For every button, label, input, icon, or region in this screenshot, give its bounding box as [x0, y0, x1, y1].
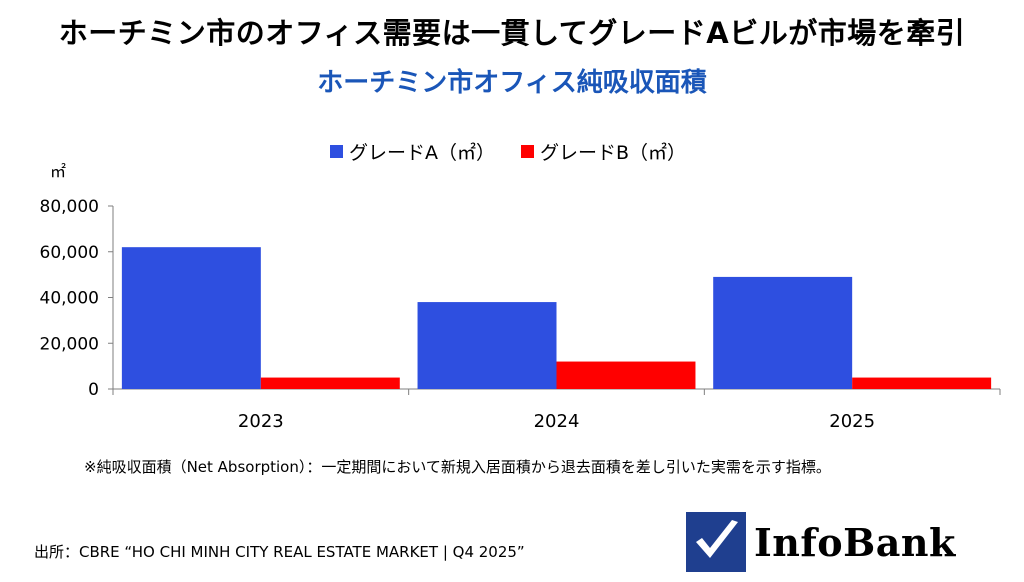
infobank-logo: InfoBank [686, 510, 986, 574]
bar-grade-a-2023 [121, 247, 261, 389]
bar-grade-a-2024 [417, 302, 557, 389]
legend: グレードA（㎡） グレードB（㎡） [330, 138, 712, 164]
y-tick-label: 20,000 [40, 334, 99, 354]
bar-grade-b-2023 [260, 377, 400, 389]
headline: ホーチミン市のオフィス需要は一貫してグレードAビルが市場を牽引 [58, 16, 966, 50]
footnote: ※純吸収面積（Net Absorption）：一定期間において新規入居面積から退… [84, 458, 831, 476]
legend-swatch-grade-b [521, 144, 534, 158]
y-tick-label: 0 [88, 380, 99, 400]
y-tick-label: 80,000 [40, 197, 99, 217]
bar-chart: 0 20,000 40,000 60,000 80,000 2023 2024 2025 [40, 197, 1001, 432]
legend-swatch-grade-a [330, 144, 343, 158]
legend-label-grade-a: グレードA（㎡） [349, 141, 495, 164]
x-tick-label: 2024 [534, 411, 580, 432]
legend-item-grade-a: グレードA（㎡） [330, 138, 495, 165]
legend-label-grade-b: グレードB（㎡） [540, 141, 687, 164]
y-axis-unit: ㎡ [50, 162, 67, 181]
bar-grade-b-2025 [852, 377, 992, 389]
bar-grade-a-2025 [713, 276, 853, 389]
legend-item-grade-b: グレードB（㎡） [521, 138, 686, 165]
checkmark-icon [686, 512, 746, 572]
source-credit: 出所：CBRE “HO CHI MINH CITY REAL ESTATE MA… [34, 543, 525, 561]
x-tick-label: 2025 [829, 411, 875, 432]
y-tick-label: 40,000 [40, 289, 99, 309]
x-tick-label: 2023 [238, 411, 284, 432]
chart-subtitle: ホーチミン市オフィス純吸収面積 [317, 68, 707, 98]
bar-grade-b-2024 [556, 361, 696, 389]
y-tick-label: 60,000 [40, 243, 99, 263]
logo-text: InfoBank [754, 519, 956, 565]
